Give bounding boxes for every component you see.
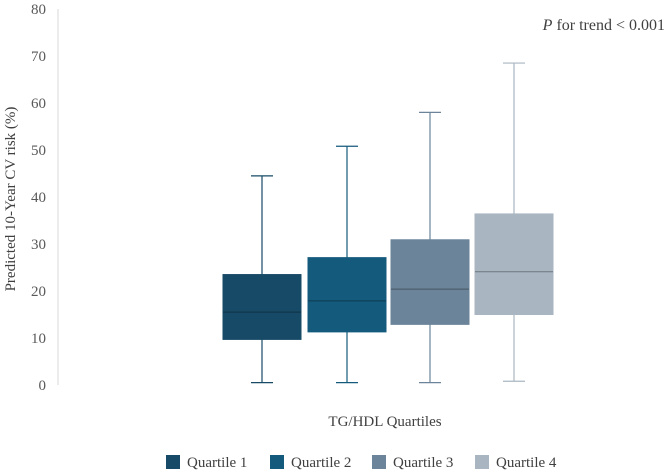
y-tick-label: 40 <box>31 190 46 206</box>
legend-swatch <box>372 455 386 469</box>
box-3 <box>390 111 470 384</box>
y-tick-label: 0 <box>39 378 47 394</box>
y-tick-label: 60 <box>31 96 46 112</box>
legend-swatch <box>270 455 284 469</box>
y-tick-label: 30 <box>31 237 46 253</box>
y-tick-label: 70 <box>31 49 46 65</box>
y-tick-label: 50 <box>31 143 46 159</box>
y-tick-label: 10 <box>31 331 46 347</box>
legend-item-1: Quartile 1 <box>166 455 247 471</box>
boxes-group <box>222 62 554 384</box>
iqr-box <box>390 239 470 325</box>
y-tick-label: 20 <box>31 284 46 300</box>
box-2 <box>307 145 387 384</box>
y-axis-title: Predicted 10-Year CV risk (%) <box>3 107 19 292</box>
legend-swatch <box>166 455 180 469</box>
iqr-box <box>474 213 554 315</box>
y-tick-label: 80 <box>31 2 46 18</box>
legend-label: Quartile 2 <box>291 455 351 471</box>
trend-annotation: P for trend < 0.001 <box>542 17 665 34</box>
box-4 <box>474 62 554 382</box>
iqr-box <box>307 257 387 333</box>
annotation-rest: for trend < 0.001 <box>552 17 665 34</box>
legend-label: Quartile 3 <box>393 455 453 471</box>
legend-label: Quartile 4 <box>496 455 557 471</box>
legend-item-4: Quartile 4 <box>475 455 557 471</box>
legend: Quartile 1 Quartile 2 Quartile 3 Quartile 4 <box>166 455 557 471</box>
x-axis-title: TG/HDL Quartiles <box>328 414 441 430</box>
legend-item-2: Quartile 2 <box>270 455 351 471</box>
legend-label: Quartile 1 <box>187 455 247 471</box>
legend-swatch <box>475 455 489 469</box>
annotation-italic-p: P <box>542 17 553 34</box>
legend-item-3: Quartile 3 <box>372 455 453 471</box>
iqr-box <box>222 274 302 340</box>
y-tick-labels: 0 10 20 30 40 50 60 70 80 <box>31 2 46 394</box>
box-1 <box>222 175 302 384</box>
